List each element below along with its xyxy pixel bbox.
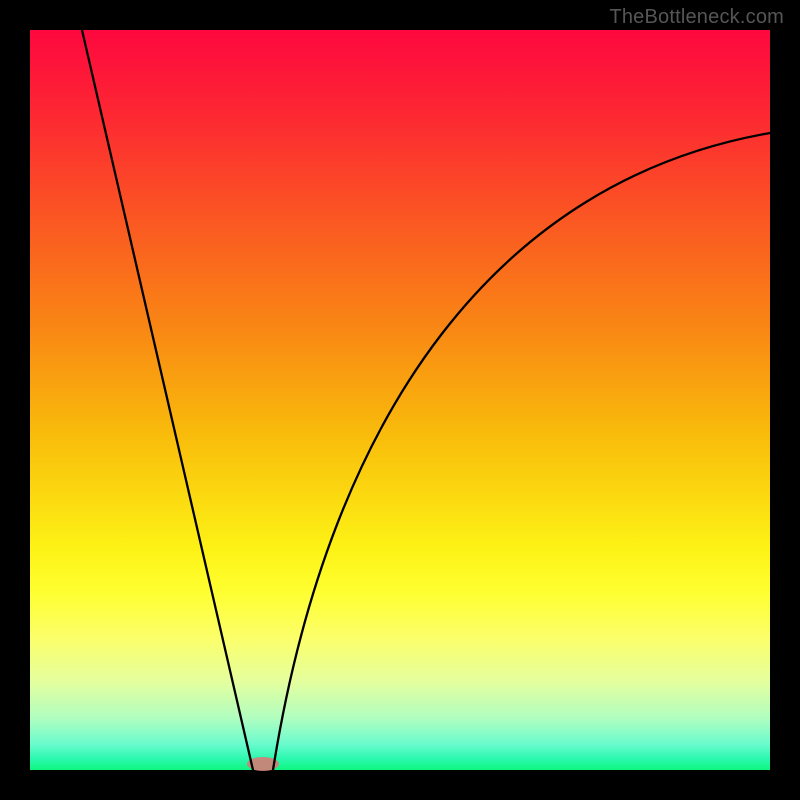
bottleneck-chart xyxy=(0,0,800,800)
root-container: TheBottleneck.com xyxy=(0,0,800,800)
plot-background xyxy=(30,30,770,770)
watermark-text: TheBottleneck.com xyxy=(609,6,784,29)
